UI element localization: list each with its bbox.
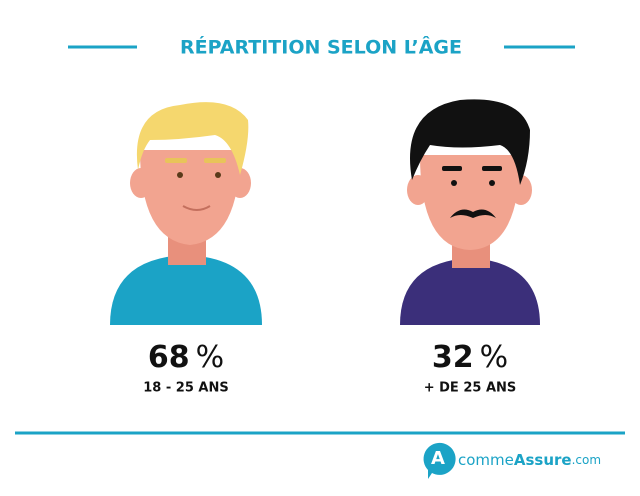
percent-unit: % bbox=[196, 340, 225, 375]
stat-value: 32% bbox=[432, 340, 508, 375]
logo-domain: .com bbox=[572, 453, 601, 467]
young-man-illustration bbox=[110, 102, 262, 325]
title: RÉPARTITION SELON L’ÂGE bbox=[180, 36, 462, 59]
logo-assure: Assure bbox=[514, 451, 572, 469]
stat-label: 18 - 25 ANS bbox=[143, 381, 228, 396]
logo: A commeAssure.com bbox=[423, 442, 601, 479]
logo-badge bbox=[423, 442, 456, 479]
older-man-illustration bbox=[400, 99, 540, 325]
percent-number: 32 bbox=[432, 340, 474, 375]
logo-comme: comme bbox=[458, 451, 514, 469]
percent-number: 68 bbox=[148, 340, 190, 375]
logo-text: commeAssure.com bbox=[458, 451, 601, 469]
percent-unit: % bbox=[480, 340, 509, 375]
stat-label: + DE 25 ANS bbox=[424, 381, 517, 396]
stat-value: 68% bbox=[148, 340, 224, 375]
logo-letter: A bbox=[431, 448, 445, 469]
